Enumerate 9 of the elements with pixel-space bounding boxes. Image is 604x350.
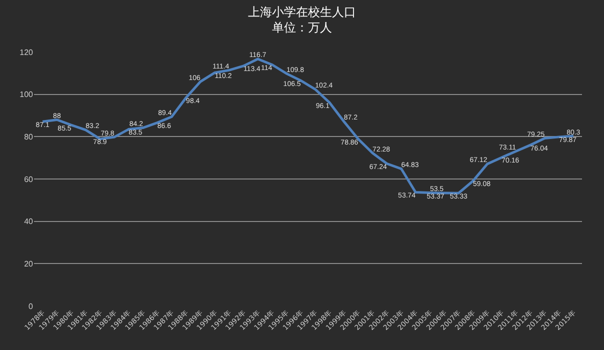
chart-subtitle: 单位：万人 bbox=[272, 20, 332, 34]
y-tick-label: 60 bbox=[24, 174, 34, 184]
y-tick-label: 40 bbox=[24, 217, 34, 226]
y-tick-label: 80 bbox=[24, 132, 34, 142]
y-tick-label: 120 bbox=[20, 48, 34, 57]
y-tick-label: 20 bbox=[24, 259, 34, 268]
chart-title: 上海小学在校生人口 bbox=[248, 4, 356, 19]
y-tick-label: 100 bbox=[20, 90, 34, 100]
y-tick-label: 0 bbox=[28, 302, 34, 311]
